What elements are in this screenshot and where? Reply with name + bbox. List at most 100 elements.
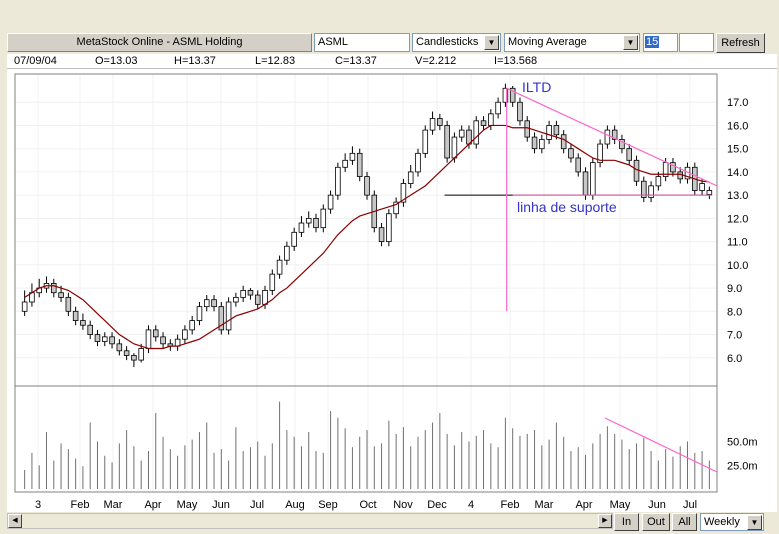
- candle-body: [458, 129, 465, 138]
- candle-body: [262, 289, 268, 305]
- candle-body: [233, 296, 239, 303]
- price-tick-label: 16.0: [727, 120, 748, 132]
- time-tick-label: May: [610, 499, 631, 511]
- scroll-left-icon[interactable]: ◀: [8, 514, 22, 528]
- time-tick-label: Jun: [212, 499, 230, 511]
- scroll-right-icon[interactable]: ▶: [598, 514, 612, 528]
- price-tick-label: 8.0: [727, 306, 742, 318]
- candle-body: [597, 143, 603, 164]
- candle-body: [189, 320, 195, 331]
- candle-body: [604, 129, 611, 145]
- candle-body: [575, 157, 582, 173]
- chevron-down-icon[interactable]: ▼: [747, 515, 762, 530]
- candle-body: [429, 118, 436, 131]
- price-chart-svg[interactable]: 17.0 16.0 15.0 14.0 13.0 12.0 11.0 10.0 9.0 8.0 7.…: [7, 69, 777, 512]
- candle-body: [203, 299, 210, 308]
- show-all-button[interactable]: All: [672, 513, 697, 531]
- refresh-button[interactable]: Refresh: [716, 33, 765, 53]
- candle-body: [225, 301, 232, 331]
- zoom-out-button[interactable]: Out: [642, 513, 670, 531]
- candle-body: [51, 283, 57, 294]
- candle-body: [21, 301, 28, 312]
- price-tick-label: 11.0: [727, 237, 748, 249]
- candle-body: [422, 129, 429, 154]
- candle-body: [313, 217, 319, 229]
- info-open: O=13.03: [95, 55, 138, 67]
- volume-tick-label: 25.0m: [727, 460, 758, 472]
- candle-body: [131, 355, 137, 361]
- candle-body: [531, 136, 538, 150]
- period-value: 15: [645, 36, 660, 48]
- symbol-input[interactable]: ASML: [314, 33, 410, 52]
- interval-select[interactable]: Weekly ▼: [700, 513, 764, 531]
- candle-body: [590, 162, 596, 196]
- time-tick-label: Apr: [144, 499, 161, 511]
- candle-body: [400, 183, 407, 203]
- parameter-input[interactable]: [679, 33, 714, 52]
- candle-body: [182, 329, 188, 340]
- candle-body: [320, 208, 327, 229]
- chevron-down-icon[interactable]: ▼: [623, 35, 638, 50]
- candle-body: [335, 166, 341, 196]
- candle-body: [305, 217, 312, 224]
- candle-body: [633, 159, 640, 182]
- time-tick-label: Jul: [250, 499, 264, 511]
- info-close: C=13.37: [335, 55, 377, 67]
- price-tick-label: 12.0: [727, 213, 748, 225]
- candle-body: [102, 336, 108, 342]
- indicator-select[interactable]: Moving Average ▼: [504, 33, 640, 52]
- period-input[interactable]: 15: [643, 33, 678, 52]
- time-tick-label: Mar: [104, 499, 123, 511]
- chart-type-select[interactable]: Candlesticks ▼: [412, 33, 501, 52]
- candle-body: [109, 336, 115, 345]
- candle-body: [123, 350, 130, 356]
- volume-bars: [24, 401, 710, 489]
- indicator-value: Moving Average: [508, 36, 587, 48]
- candle-body: [706, 190, 713, 195]
- candle-body: [386, 213, 392, 243]
- candle-body: [437, 118, 443, 126]
- time-axis: 3 Feb Mar Apr May Jun Jul Aug Sep Oct Nov Dec 4 Feb Ma…: [35, 499, 697, 511]
- candle-body: [65, 296, 72, 312]
- candle-body: [145, 329, 152, 349]
- candle-body: [502, 87, 509, 103]
- candle-body: [269, 273, 276, 291]
- candle-body: [480, 120, 487, 126]
- info-low: L=12.83: [255, 55, 296, 67]
- candle-body: [444, 125, 450, 159]
- chart-type-value: Candlesticks: [416, 36, 479, 48]
- candle-body: [393, 201, 399, 215]
- candle-body: [196, 306, 203, 322]
- candle-body: [276, 259, 283, 275]
- interval-value: Weekly: [704, 516, 740, 528]
- candle-body: [641, 180, 647, 198]
- candle-body: [87, 324, 93, 335]
- candle-body: [539, 139, 545, 150]
- time-tick-label: Feb: [501, 499, 520, 511]
- candle-body: [211, 299, 217, 308]
- price-panel-border: [14, 73, 718, 387]
- window-title: MetaStock Online - ASML Holding: [7, 33, 312, 52]
- volume-panel-border: [14, 385, 718, 493]
- info-volume: V=2.212: [415, 55, 457, 67]
- downtrend-line: [506, 87, 718, 187]
- zoom-in-button[interactable]: In: [614, 513, 639, 531]
- price-tick-label: 14.0: [727, 167, 748, 179]
- candle-body: [699, 183, 705, 191]
- chevron-down-icon[interactable]: ▼: [484, 35, 499, 50]
- price-tick-label: 9.0: [727, 283, 742, 295]
- candlesticks: [21, 83, 713, 368]
- candle-body: [611, 129, 618, 140]
- candle-body: [648, 185, 654, 198]
- chart-area[interactable]: 17.0 16.0 15.0 14.0 13.0 12.0 11.0 10.0 9.0 8.0 7.…: [7, 68, 777, 512]
- time-tick-label: Feb: [71, 499, 90, 511]
- candle-body: [254, 294, 261, 305]
- horizontal-scrollbar[interactable]: ◀ ▶: [7, 513, 613, 529]
- price-tick-label: 15.0: [727, 144, 748, 156]
- info-indicator: I=13.568: [494, 55, 538, 67]
- candle-body: [291, 231, 297, 247]
- candle-body: [677, 171, 683, 180]
- candle-body: [655, 176, 662, 187]
- candle-body: [670, 162, 676, 173]
